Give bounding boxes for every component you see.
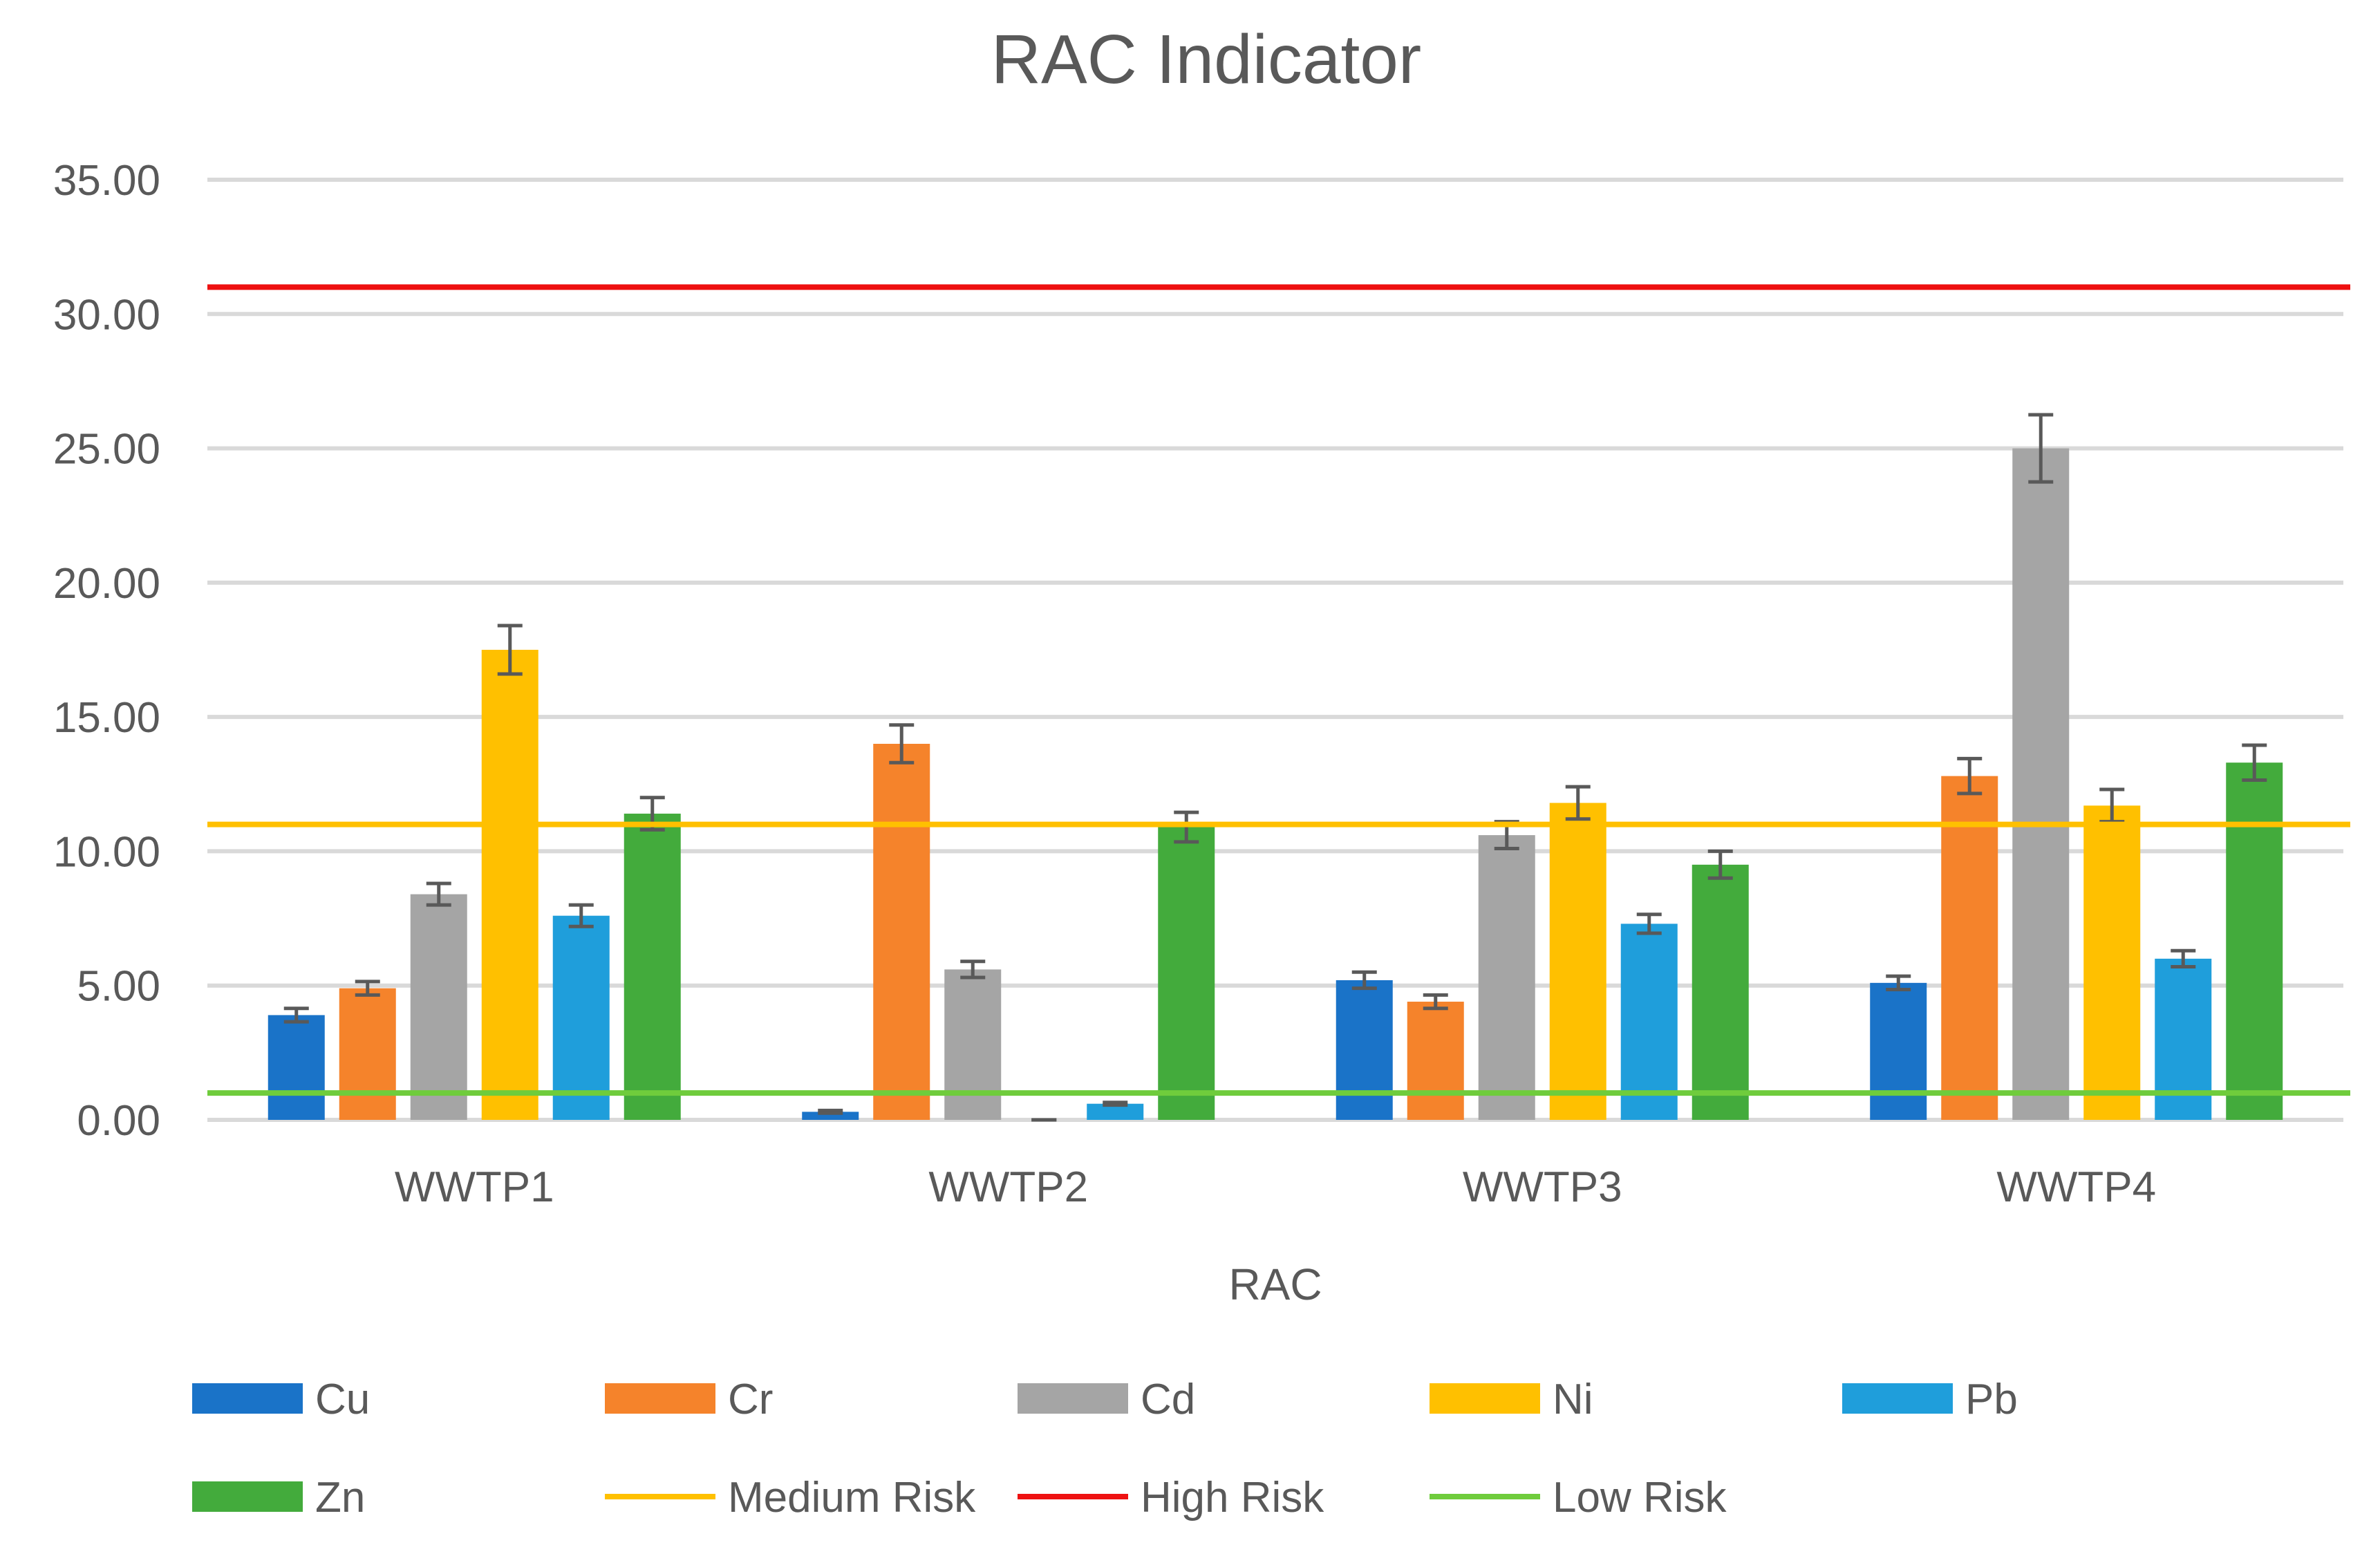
legend-item-cd: Cd (1018, 1376, 1195, 1423)
bar-cd-wwtp1 (410, 894, 467, 1120)
bar-ni-wwtp4 (2083, 805, 2141, 1120)
bar-cu-wwtp2 (802, 1112, 859, 1120)
y-tick-label: 5.00 (77, 963, 160, 1011)
y-tick-label: 15.00 (53, 694, 160, 742)
bar-cd-wwtp2 (944, 969, 1002, 1120)
legend-label: High Risk (1141, 1474, 1324, 1521)
bar-cu-wwtp4 (1870, 982, 1927, 1120)
legend-label: Pb (1965, 1376, 2018, 1423)
error-bar-cu-wwtp3 (1351, 970, 1377, 991)
bar-pb-wwtp3 (1620, 924, 1678, 1120)
bar-ni-wwtp1 (481, 650, 538, 1120)
legend-label: Ni (1553, 1376, 1593, 1423)
category-label: WWTP1 (395, 1163, 554, 1211)
error-bar-zn-wwtp4 (2242, 743, 2267, 782)
bar-cd-wwtp4 (2012, 448, 2070, 1120)
error-bar-cu-wwtp4 (1886, 974, 1911, 992)
legend-swatch (1018, 1383, 1128, 1414)
x-axis-category-labels: WWTP1 WWTP2 WWTP3 WWTP4 (395, 1163, 2156, 1211)
bars (268, 448, 2283, 1120)
bar-ni-wwtp3 (1549, 803, 1606, 1120)
bar-cr-wwtp3 (1407, 1002, 1464, 1120)
bar-cr-wwtp1 (339, 988, 396, 1120)
error-bar-ni-wwtp3 (1565, 785, 1591, 821)
category-label: WWTP3 (1463, 1163, 1622, 1211)
y-tick-label: 0.00 (77, 1097, 160, 1145)
x-axis-label: RAC (1228, 1260, 1322, 1309)
legend-item-cu: Cu (192, 1376, 370, 1423)
risk-reference-lines (207, 284, 2350, 1096)
error-bar-cd-wwtp4 (2028, 413, 2054, 484)
error-bar-cr-wwtp3 (1423, 993, 1448, 1011)
legend-item-zn: Zn (192, 1474, 365, 1521)
legend-item-low-risk: Low Risk (1430, 1474, 1727, 1521)
error-bar-ni-wwtp1 (497, 624, 523, 676)
y-tick-label: 30.00 (53, 291, 160, 339)
error-bar-pb-wwtp3 (1636, 912, 1662, 935)
legend-swatch (192, 1383, 303, 1414)
error-bar-cr-wwtp2 (889, 723, 915, 765)
legend-item-medium-risk: Medium Risk (605, 1474, 976, 1521)
legend-item-high-risk: High Risk (1018, 1474, 1324, 1521)
legend-item-pb: Pb (1842, 1376, 2018, 1423)
y-tick-label: 25.00 (53, 426, 160, 474)
y-axis-tick-labels: 0.00 5.00 10.00 15.00 20.00 25.00 30.00 35.00 (53, 157, 160, 1145)
legend-swatch (1430, 1383, 1540, 1414)
error-bar-cu-wwtp1 (283, 1006, 309, 1024)
legend-label: Cr (728, 1376, 773, 1423)
error-bar-pb-wwtp1 (568, 903, 594, 928)
legend-item-cr: Cr (605, 1376, 773, 1423)
error-bar-pb-wwtp2 (1103, 1101, 1128, 1107)
error-bar-zn-wwtp3 (1707, 849, 1733, 880)
error-bar-cr-wwtp1 (355, 980, 380, 997)
legend-label: Cd (1141, 1376, 1195, 1423)
category-label: WWTP4 (1996, 1163, 2156, 1211)
y-tick-label: 20.00 (53, 560, 160, 608)
legend-swatch (1842, 1383, 1953, 1414)
bar-zn-wwtp2 (1158, 827, 1215, 1120)
legend-label: Medium Risk (728, 1474, 976, 1521)
bar-pb-wwtp1 (552, 915, 610, 1120)
bar-zn-wwtp4 (2226, 762, 2283, 1120)
category-label: WWTP2 (928, 1163, 1088, 1211)
legend-label: Low Risk (1553, 1474, 1727, 1521)
error-bar-pb-wwtp4 (2171, 948, 2196, 969)
bar-cd-wwtp3 (1478, 835, 1535, 1120)
bar-pb-wwtp2 (1087, 1103, 1144, 1120)
chart-title: RAC Indicator (991, 21, 1421, 98)
legend-item-ni: Ni (1430, 1376, 1593, 1423)
y-tick-label: 10.00 (53, 828, 160, 876)
legend: Cu Cr Cd Ni Pb Zn Medium Risk High Risk Low Risk (192, 1376, 2018, 1521)
error-bar-cr-wwtp4 (1957, 756, 1983, 796)
bar-cr-wwtp4 (1941, 776, 1998, 1120)
bar-cr-wwtp2 (873, 744, 930, 1120)
y-tick-label: 35.00 (53, 157, 160, 205)
legend-swatch (605, 1383, 715, 1414)
legend-swatch (192, 1481, 303, 1512)
bar-cu-wwtp3 (1336, 980, 1393, 1120)
error-bars (283, 413, 2267, 1122)
error-bar-cu-wwtp2 (818, 1108, 843, 1115)
legend-label: Zn (315, 1474, 365, 1521)
bar-zn-wwtp3 (1692, 864, 1749, 1120)
error-bar-cd-wwtp1 (426, 881, 451, 907)
bar-cu-wwtp1 (268, 1015, 325, 1120)
bar-zn-wwtp1 (624, 814, 681, 1120)
legend-label: Cu (315, 1376, 370, 1423)
error-bar-cd-wwtp2 (960, 959, 986, 980)
